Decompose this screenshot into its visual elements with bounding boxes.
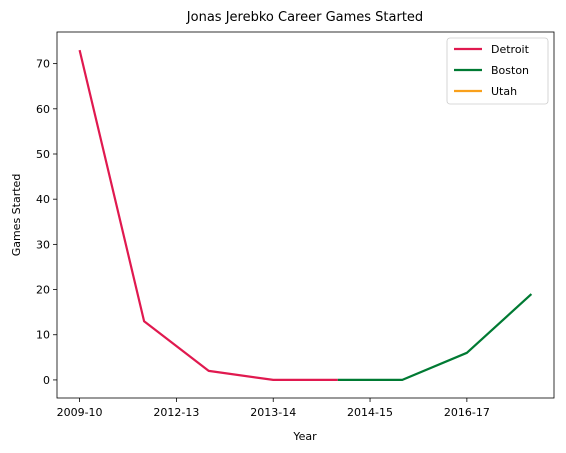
plot-frame	[56, 31, 555, 399]
legend-label-utah: Utah	[491, 85, 517, 98]
x-tick-label: 2012-13	[153, 406, 199, 419]
x-tick-label: 2014-15	[347, 406, 393, 419]
legend-box	[446, 37, 549, 105]
y-tick-label: 10	[36, 329, 50, 342]
legend-label-boston: Boston	[491, 64, 529, 77]
x-tick-label: 2013-14	[250, 406, 296, 419]
y-tick-label: 0	[43, 374, 50, 387]
x-tick-label: 2016-17	[444, 406, 490, 419]
series-lines	[78, 49, 533, 381]
y-tick-label: 20	[36, 284, 50, 297]
y-tick-label: 70	[36, 58, 50, 71]
x-axis-label: Year	[292, 430, 317, 443]
y-axis-label: Games Started	[10, 174, 23, 257]
legend-label-detroit: Detroit	[491, 43, 530, 56]
series-line-detroit	[78, 49, 338, 381]
x-tick-label: 2009-10	[57, 406, 103, 419]
y-tick-label: 60	[36, 103, 50, 116]
y-tick-label: 40	[36, 193, 50, 206]
y-tick-label: 50	[36, 148, 50, 161]
legend: Detroit Boston Utah	[446, 37, 549, 105]
x-axis: 2009-10 2012-13 2013-14 2014-15 2016-17	[57, 398, 490, 419]
y-axis: 0 10 20 30 40 50 60 70	[36, 58, 57, 387]
chart-title: Jonas Jerebko Career Games Started	[186, 10, 423, 25]
series-line-boston	[337, 293, 533, 381]
y-tick-label: 30	[36, 238, 50, 251]
